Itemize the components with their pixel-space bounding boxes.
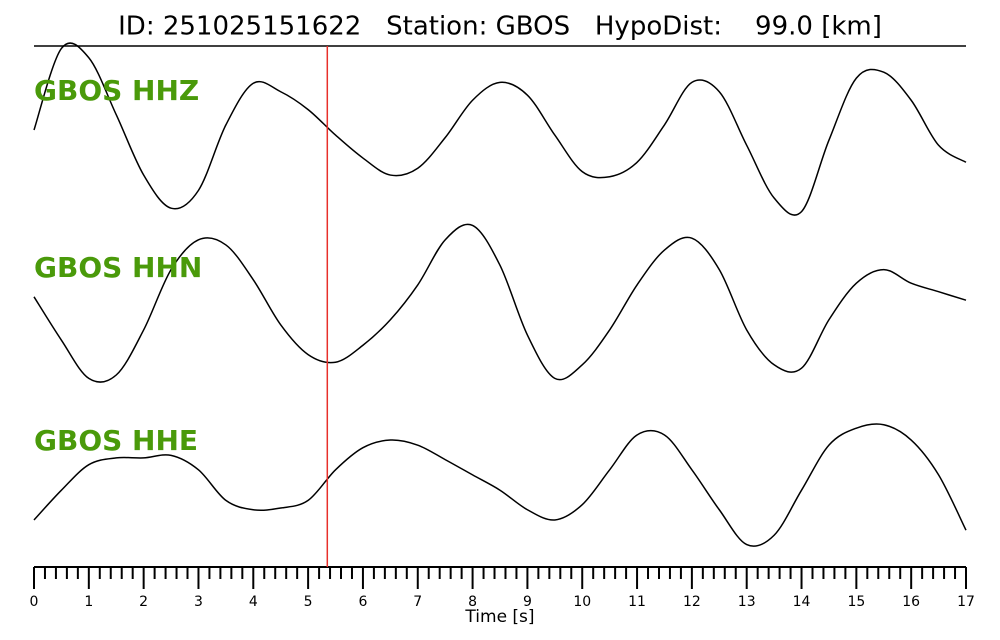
trace-label: GBOS HHZ <box>34 74 199 107</box>
trace <box>33 423 967 547</box>
x-tick-label: 17 <box>957 594 975 610</box>
trace <box>33 223 967 383</box>
x-tick-label: 0 <box>30 594 39 610</box>
x-tick-label: 13 <box>738 594 756 610</box>
trace <box>33 42 967 216</box>
x-tick-label: 7 <box>413 594 422 610</box>
trace-label: GBOS HHE <box>34 424 198 457</box>
x-tick-label: 4 <box>249 594 258 610</box>
x-tick-label: 8 <box>468 594 477 610</box>
x-axis-label: Time [s] <box>464 607 534 627</box>
trace-label: GBOS HHN <box>34 251 202 284</box>
x-tick-label: 16 <box>902 594 920 610</box>
x-tick-label: 2 <box>139 594 148 610</box>
x-tick-label: 15 <box>847 594 865 610</box>
x-tick-label: 1 <box>84 594 93 610</box>
x-tick-label: 12 <box>683 594 701 610</box>
x-tick-label: 5 <box>304 594 313 610</box>
x-tick-label: 6 <box>358 594 367 610</box>
x-tick-label: 9 <box>523 594 532 610</box>
chart-title: ID: 251025151622 Station: GBOS HypoDist:… <box>118 12 882 42</box>
x-tick-label: 3 <box>194 594 203 610</box>
x-tick-label: 11 <box>628 594 646 610</box>
x-tick-label: 10 <box>573 594 591 610</box>
x-tick-label: 14 <box>793 594 811 610</box>
